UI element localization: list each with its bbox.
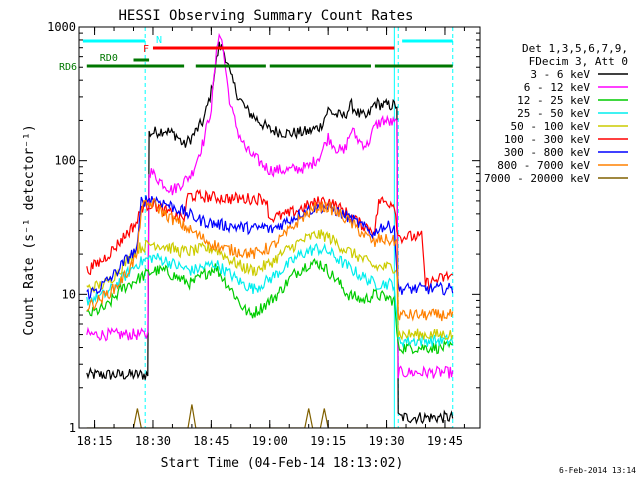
series-line: [86, 197, 454, 322]
x-tick-label: 18:30: [135, 434, 171, 448]
series-line: [86, 242, 454, 349]
y-tick-label: 1000: [47, 20, 76, 34]
footer-timestamp: 6-Feb-2014 13:14: [559, 466, 636, 475]
annotation-label: RD6: [59, 62, 77, 73]
series-line: [86, 195, 454, 300]
legend-label: 800 - 7000 keV: [497, 159, 590, 172]
plot-area: NF RD0 RD6: [59, 27, 454, 428]
series-line: [86, 229, 454, 341]
x-tick-label: 19:15: [310, 434, 346, 448]
x-axis-label: Start Time (04-Feb-14 18:13:02): [161, 456, 404, 471]
y-tick-label: 10: [62, 287, 76, 301]
y-axis-label: Count Rate (s⁻¹ detector⁻¹): [22, 124, 37, 335]
x-tick-label: 19:45: [427, 434, 463, 448]
series-group: [82, 27, 454, 428]
legend-label: 50 - 100 keV: [511, 120, 591, 133]
y-tick-label: 100: [54, 154, 76, 168]
plot-frame: [78, 26, 481, 429]
legend-header-line: FDecim 3, Att 0: [529, 55, 628, 68]
series-line: [86, 188, 453, 290]
legend-label: 100 - 300 keV: [504, 133, 590, 146]
x-tick-label: 19:30: [369, 434, 405, 448]
legend: Det 1,3,5,6,7,9, FDecim 3, Att 0 3 - 6 k…: [484, 42, 628, 185]
x-tick-label: 19:00: [252, 434, 288, 448]
legend-label: 300 - 800 keV: [504, 146, 590, 159]
legend-label: 6 - 12 keV: [524, 81, 591, 94]
legend-label: 25 - 50 keV: [517, 107, 590, 120]
chart-title: HESSI Observing Summary Count Rates: [118, 8, 413, 24]
y-tick-label: 1: [69, 421, 76, 435]
annotation-label: N: [156, 35, 162, 46]
x-tick-label: 18:45: [193, 434, 229, 448]
x-tick-label: 18:15: [77, 434, 113, 448]
axes: 18:15 18:30 18:45 19:00 19:15 19:30 19:45 1 10 10…: [47, 20, 481, 448]
series-line: [86, 257, 453, 355]
annotation-label: RD0: [100, 53, 118, 64]
legend-label: 3 - 6 keV: [530, 68, 590, 81]
legend-label: 7000 - 20000 keV: [484, 172, 590, 185]
annotation-label: F: [143, 44, 149, 55]
legend-header-line: Det 1,3,5,6,7,9,: [522, 42, 628, 55]
legend-label: 12 - 25 keV: [517, 94, 590, 107]
series-line: [86, 32, 454, 380]
series-line: [86, 41, 454, 425]
